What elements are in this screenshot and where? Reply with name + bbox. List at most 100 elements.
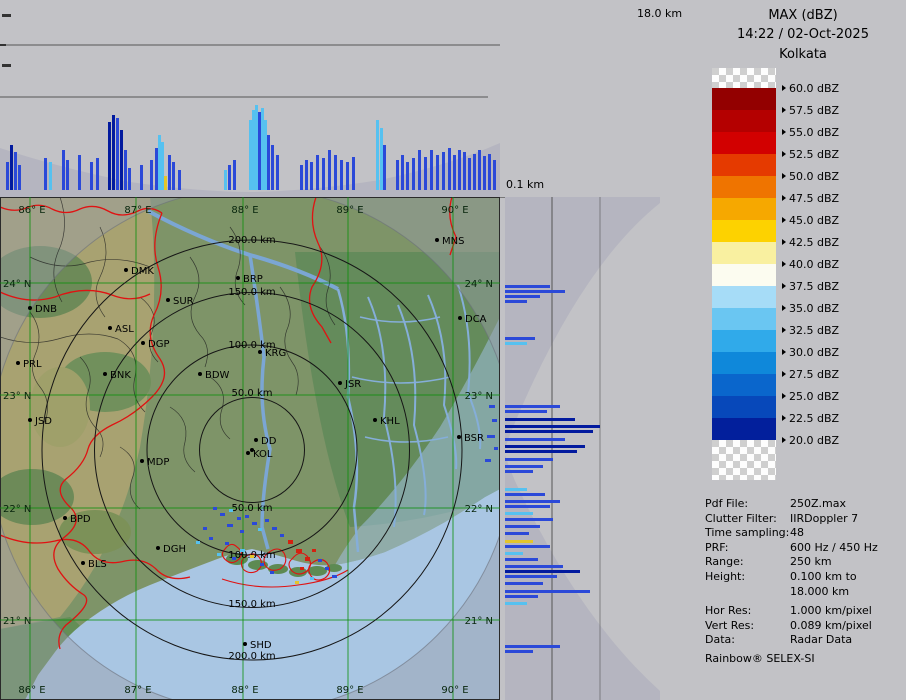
echo-column <box>249 120 252 190</box>
meta-label: Vert Res: <box>705 619 790 634</box>
map-echo-cell <box>305 557 310 561</box>
arrow-right-icon <box>782 349 786 355</box>
dbz-band <box>712 330 776 352</box>
dbz-scale-label: 32.5 dBZ <box>782 323 839 337</box>
map-echo-cell <box>252 522 257 525</box>
echo-column <box>442 152 445 190</box>
latitude-label: 24° N <box>3 279 31 290</box>
echo-column <box>463 152 466 190</box>
latitude-label: 23° N <box>3 391 31 402</box>
echo-row <box>505 570 580 573</box>
meta-label: Data: <box>705 633 790 648</box>
echo-row <box>505 488 527 491</box>
echo-row <box>505 450 577 453</box>
city-dot <box>63 516 67 520</box>
echo-column <box>161 142 164 190</box>
meta-value: 600 Hz / 450 Hz <box>790 541 878 554</box>
city-dot <box>141 341 145 345</box>
dbz-scale-label: 35.0 dBZ <box>782 301 839 315</box>
dbz-band <box>712 132 776 154</box>
arrow-right-icon <box>782 305 786 311</box>
echo-row <box>505 465 543 468</box>
legend-panel: MAX (dBZ) 14:22 / 02-Oct-2025 Kolkata 60… <box>660 0 906 700</box>
echo-column <box>172 162 175 190</box>
map-echo-cell <box>272 527 277 530</box>
arrow-right-icon <box>782 151 786 157</box>
dbz-scale-label: 30.0 dBZ <box>782 345 839 359</box>
city-label: DGH <box>163 544 186 555</box>
echo-column <box>340 160 343 190</box>
city-dot <box>243 642 247 646</box>
echo-column <box>233 160 236 190</box>
echo-column <box>418 150 421 190</box>
dbz-scale-label: 52.5 dBZ <box>782 147 839 161</box>
range-ring-label: 150.0 km <box>228 287 275 298</box>
map-echo-cell <box>196 541 200 544</box>
map-echo-cell <box>213 507 217 510</box>
dbz-scale-label: 20.0 dBZ <box>782 433 839 447</box>
top-cross-section-panel <box>0 0 500 197</box>
arrow-right-icon <box>782 173 786 179</box>
echo-row <box>505 342 527 345</box>
echo-column <box>96 158 99 190</box>
meta-label: Hor Res: <box>705 604 790 619</box>
city-dot <box>254 438 258 442</box>
metadata-list: Pdf File:250Z.maxClutter Filter:IIRDoppl… <box>705 497 878 648</box>
echo-row <box>505 405 560 408</box>
echo-column <box>267 135 270 190</box>
meta-row: Range:250 km <box>705 555 878 570</box>
echo-row <box>505 518 553 521</box>
city-dot <box>108 326 112 330</box>
echo-column <box>401 155 404 190</box>
echo-column <box>10 145 13 190</box>
echo-column <box>155 148 158 190</box>
echo-column <box>412 158 415 190</box>
dbz-band <box>712 220 776 242</box>
map-echo-cell <box>312 549 316 552</box>
echo-column <box>116 118 119 190</box>
top-xs-svg <box>0 0 500 197</box>
city-label: KHL <box>380 416 400 427</box>
echo-row <box>505 552 523 555</box>
map-echo-cell <box>237 517 241 520</box>
echo-column <box>14 152 17 190</box>
city-dot <box>28 418 32 422</box>
echo-column <box>458 150 461 190</box>
echo-column <box>380 128 383 190</box>
height-gridlines <box>0 14 500 97</box>
echo-column <box>448 148 451 190</box>
echo-column <box>396 160 399 190</box>
city-label: BLS <box>88 559 107 570</box>
meta-row: 18.000 km <box>705 585 878 600</box>
dbz-scale-label: 50.0 dBZ <box>782 169 839 183</box>
longitude-label: 87° E <box>124 205 151 216</box>
echo-column <box>436 155 439 190</box>
echo-column <box>78 155 81 190</box>
dbz-band <box>712 110 776 132</box>
dbz-scale-label: 47.5 dBZ <box>782 191 839 205</box>
echo-column <box>258 112 261 190</box>
longitude-label: 88° E <box>231 685 258 696</box>
echo-row <box>505 500 560 503</box>
echo-row <box>505 512 533 515</box>
echo-column <box>300 165 303 190</box>
meta-value: 48 <box>790 526 804 539</box>
map-echo-cell <box>300 567 304 570</box>
map-echo-cell <box>250 555 254 558</box>
right-cross-section-panel <box>500 197 660 700</box>
dbz-scale-label: 25.0 dBZ <box>782 389 839 403</box>
echo-column <box>473 154 476 190</box>
echo-column <box>305 160 308 190</box>
echo-column <box>276 155 279 190</box>
echo-row <box>505 438 565 441</box>
echo-column <box>468 158 471 190</box>
arrow-right-icon <box>782 239 786 245</box>
echo-column <box>252 110 255 190</box>
map-svg: 86° E86° E87° E87° E88° E88° E89° E89° E… <box>0 197 500 700</box>
range-ring-label: 50.0 km <box>232 388 273 399</box>
meta-value: Radar Data <box>790 633 852 646</box>
echo-row <box>505 470 533 473</box>
meta-value: 0.089 km/pixel <box>790 619 872 632</box>
echo-row <box>505 505 550 508</box>
dbz-band <box>712 418 776 440</box>
